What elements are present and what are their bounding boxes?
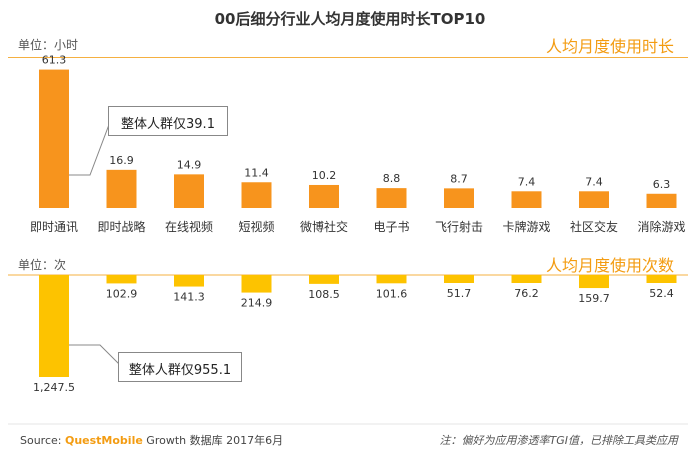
frequency-value-label: 51.7 (447, 287, 472, 300)
source-prefix: Source: (20, 434, 65, 447)
frequency-value-label: 52.4 (649, 287, 674, 300)
duration-bar (309, 184, 339, 208)
frequency-value-label: 101.6 (376, 287, 408, 300)
bottom-unit-label: 单位：次 (18, 258, 67, 272)
duration-bar (106, 169, 137, 208)
duration-value-label: 16.9 (109, 154, 134, 167)
category-label: 消除游戏 (637, 219, 685, 234)
category-label: 电子书 (373, 220, 409, 234)
duration-value-label: 14.9 (177, 158, 202, 171)
duration-value-label: 11.4 (244, 166, 269, 179)
duration-bar (444, 188, 474, 208)
source-suffix: Growth 数据库 2017年6月 (142, 434, 284, 447)
footer-source: Source: QuestMobile Growth 数据库 2017年6月 (20, 432, 283, 448)
category-label: 飞行射击 (435, 219, 483, 234)
bottom-callout-box: 整体人群仅955.1 (118, 352, 242, 382)
source-brand: QuestMobile (64, 434, 143, 447)
duration-bar (241, 182, 272, 208)
bottom-section-label: 人均月度使用次数 (545, 256, 674, 275)
duration-bar (646, 193, 677, 208)
duration-bar (174, 174, 204, 208)
category-label: 即时通讯 (30, 220, 78, 234)
duration-value-label: 61.3 (42, 54, 67, 67)
duration-value-label: 6.3 (653, 178, 671, 191)
frequency-value-label: 76.2 (514, 287, 539, 300)
duration-value-label: 8.8 (383, 172, 401, 185)
chart-title: 00后细分行业人均月度使用时长TOP10 (214, 10, 486, 28)
frequency-value-label: 108.5 (308, 288, 340, 301)
frequency-value-label: 141.3 (173, 291, 205, 304)
duration-bar (511, 191, 542, 208)
frequency-bar (579, 275, 609, 289)
duration-bar (579, 191, 609, 208)
frequency-bar (511, 275, 542, 283)
frequency-value-label: 1,247.5 (33, 381, 75, 394)
duration-bar (39, 69, 69, 208)
duration-bar (376, 188, 407, 208)
frequency-bar (444, 275, 474, 283)
category-label: 卡牌游戏 (502, 220, 550, 234)
frequency-bar (309, 275, 339, 284)
frequency-value-label: 159.7 (578, 292, 610, 305)
top-callout-leader (69, 121, 111, 176)
category-label: 微博社交 (300, 219, 348, 234)
frequency-bar (376, 275, 407, 284)
top-callout-box: 整体人群仅39.1 (108, 106, 228, 136)
frequency-bar (174, 275, 204, 287)
category-label: 即时战略 (97, 219, 145, 234)
bottom-callout-leader (69, 344, 121, 366)
category-label: 短视频 (238, 219, 274, 234)
category-label: 社区交友 (570, 219, 618, 234)
duration-value-label: 10.2 (312, 169, 337, 182)
frequency-bar (241, 275, 272, 293)
category-label: 在线视频 (165, 219, 213, 234)
frequency-bar (646, 275, 677, 283)
top-unit-label: 单位：小时 (18, 38, 79, 52)
top-section-label: 人均月度使用时长 (545, 37, 674, 56)
footer-note: 注：偏好为应用渗透率TGI值，已排除工具类应用 (439, 434, 679, 447)
frequency-value-label: 102.9 (106, 287, 138, 300)
duration-value-label: 7.4 (585, 175, 603, 188)
top-divider (8, 57, 688, 58)
frequency-bar (106, 275, 137, 284)
frequency-value-label: 214.9 (241, 297, 273, 310)
duration-value-label: 8.7 (450, 172, 468, 185)
frequency-bar (39, 275, 69, 377)
duration-value-label: 7.4 (518, 175, 536, 188)
